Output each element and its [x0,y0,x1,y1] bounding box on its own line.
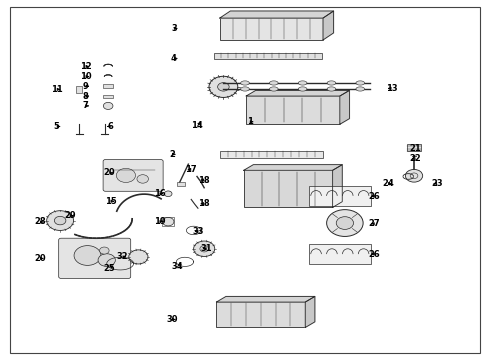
Circle shape [218,83,229,91]
Bar [220,151,323,158]
Circle shape [54,216,66,225]
Circle shape [74,246,101,265]
Circle shape [327,210,363,237]
Text: 19: 19 [154,217,165,226]
Text: 2: 2 [169,150,175,159]
Bar [244,170,333,207]
Text: 11: 11 [51,85,63,94]
Text: 18: 18 [198,176,210,185]
Text: 31: 31 [201,244,212,253]
Bar [220,18,323,40]
Polygon shape [340,90,349,124]
Bar [246,96,340,124]
Circle shape [336,217,353,229]
Text: 18: 18 [198,199,210,208]
Text: 25: 25 [104,264,116,273]
Circle shape [129,250,148,264]
Text: 8: 8 [83,91,89,100]
Bar [309,244,371,264]
Text: 6: 6 [108,122,114,131]
Text: 7: 7 [83,102,89,111]
Circle shape [103,102,113,109]
Text: 20: 20 [104,168,116,177]
Bar [217,302,305,328]
Text: 32: 32 [117,252,128,261]
Circle shape [116,168,136,183]
Text: 28: 28 [34,217,46,226]
Circle shape [209,76,238,98]
Ellipse shape [356,81,365,85]
Circle shape [200,246,209,252]
FancyBboxPatch shape [59,238,131,278]
Text: 23: 23 [431,179,443,188]
Text: 14: 14 [191,121,203,130]
Bar [76,86,82,93]
Circle shape [162,217,174,226]
Bar [177,183,185,186]
Ellipse shape [241,87,249,91]
Circle shape [405,170,423,182]
Bar [214,53,322,59]
Text: 30: 30 [166,315,178,324]
Polygon shape [333,165,342,207]
Ellipse shape [356,87,365,91]
Bar [407,144,421,151]
Bar [162,217,174,226]
Circle shape [47,211,74,230]
Text: 12: 12 [80,62,92,71]
Text: 9: 9 [83,82,89,91]
Circle shape [137,175,148,183]
Text: 17: 17 [185,165,197,174]
Text: 34: 34 [172,262,184,271]
Ellipse shape [327,87,336,91]
Polygon shape [323,11,334,40]
Circle shape [164,191,172,197]
Circle shape [98,254,115,266]
Text: 21: 21 [410,144,421,153]
Ellipse shape [298,87,307,91]
Text: 20: 20 [34,254,46,263]
Ellipse shape [270,81,278,85]
Text: 16: 16 [154,189,166,198]
Polygon shape [246,90,349,96]
Text: 4: 4 [171,54,177,63]
Bar [309,186,371,206]
Bar [103,95,113,98]
Ellipse shape [298,81,307,85]
Circle shape [194,241,215,257]
Polygon shape [305,296,315,328]
Ellipse shape [241,81,249,85]
Text: 29: 29 [64,211,75,220]
Ellipse shape [270,87,278,91]
Text: 27: 27 [369,219,380,228]
Text: 1: 1 [247,117,253,126]
Polygon shape [217,296,315,302]
Text: 3: 3 [171,24,177,33]
Text: 22: 22 [410,154,421,163]
Polygon shape [244,165,342,170]
Text: 10: 10 [80,72,92,81]
Polygon shape [220,11,334,18]
Text: 26: 26 [369,249,381,258]
Text: 33: 33 [193,227,204,236]
Text: 13: 13 [386,84,397,93]
Text: 5: 5 [54,122,60,131]
Circle shape [99,247,109,254]
Bar [103,84,113,88]
Ellipse shape [327,81,336,85]
FancyBboxPatch shape [103,159,163,191]
Text: 24: 24 [382,179,394,188]
Text: 26: 26 [369,192,381,201]
Text: 15: 15 [105,197,117,206]
